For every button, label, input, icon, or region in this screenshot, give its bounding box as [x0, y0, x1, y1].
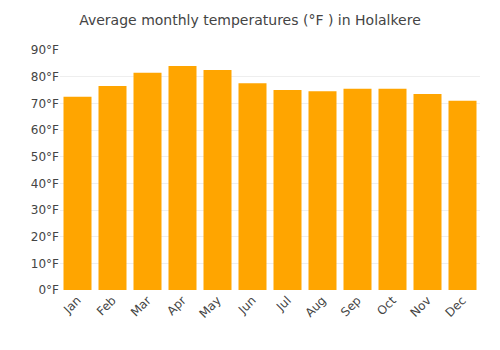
svg-text:90°F: 90°F [31, 43, 59, 57]
svg-text:0°F: 0°F [38, 283, 59, 297]
svg-text:Jan: Jan [60, 293, 84, 317]
svg-text:70°F: 70°F [31, 97, 59, 111]
svg-text:80°F: 80°F [31, 70, 59, 84]
svg-text:Aug: Aug [302, 293, 328, 319]
svg-text:Average monthly temperatures (: Average monthly temperatures (°F ) in Ho… [79, 12, 421, 28]
svg-text:May: May [196, 293, 223, 320]
svg-text:Nov: Nov [407, 293, 433, 319]
svg-text:50°F: 50°F [31, 150, 59, 164]
svg-text:10°F: 10°F [31, 257, 59, 271]
svg-text:Jun: Jun [235, 293, 259, 317]
svg-text:60°F: 60°F [31, 123, 59, 137]
svg-text:Dec: Dec [443, 293, 469, 319]
svg-text:Oct: Oct [374, 293, 399, 318]
svg-text:Mar: Mar [128, 293, 154, 319]
svg-text:Feb: Feb [94, 293, 119, 318]
svg-text:Sep: Sep [338, 293, 364, 319]
svg-text:20°F: 20°F [31, 230, 59, 244]
svg-text:Jul: Jul [273, 293, 294, 314]
svg-text:30°F: 30°F [31, 203, 59, 217]
svg-text:Apr: Apr [164, 293, 189, 318]
svg-text:40°F: 40°F [31, 177, 59, 191]
